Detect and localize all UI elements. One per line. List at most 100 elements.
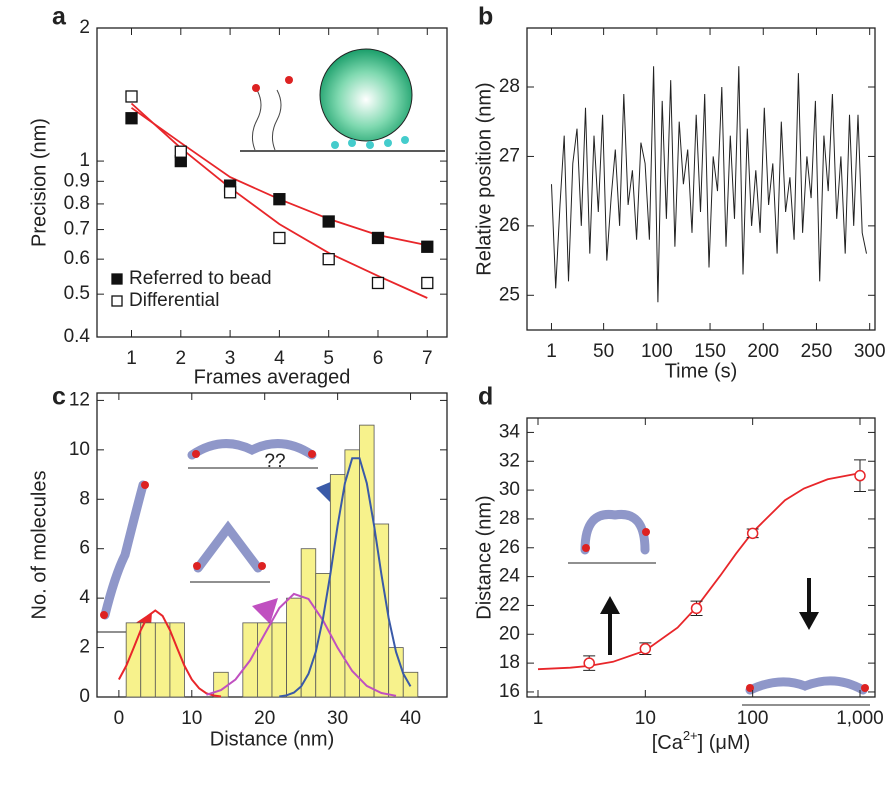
histogram-bar <box>140 622 156 698</box>
panel-label: d <box>478 383 493 411</box>
x-tick-label: 1 <box>533 708 544 729</box>
data-point <box>273 231 286 245</box>
y-tick-label: 0.5 <box>64 283 90 304</box>
histogram-bar <box>271 622 287 698</box>
data-point <box>746 527 759 540</box>
x-tick-label: 1 <box>126 348 137 369</box>
panel-label: b <box>478 3 493 31</box>
y-tick-label: 32 <box>499 450 520 471</box>
y-tick-label: 26 <box>499 215 520 236</box>
x-tick-label: 2 <box>176 348 187 369</box>
y-tick-label: 0.8 <box>64 193 90 214</box>
histogram-bar <box>213 671 229 698</box>
legend-label: Referred to bead <box>129 268 272 289</box>
x-tick-label: 3 <box>225 348 236 369</box>
y-tick-label: 28 <box>499 76 520 97</box>
x-tick-label: 4 <box>274 348 285 369</box>
panel-label: c <box>52 383 66 411</box>
x-axis-label: Distance (nm) <box>210 728 334 750</box>
y-tick-label: 24 <box>499 566 521 587</box>
y-tick-label: 10 <box>69 439 90 460</box>
x-tick-label: 20 <box>254 708 275 729</box>
fit-curve <box>279 457 412 698</box>
y-tick-label: 34 <box>499 421 521 442</box>
x-axis-label: Time (s) <box>665 360 738 382</box>
x-axis-label-part: 2+ <box>683 728 698 743</box>
histogram-bar <box>286 597 302 698</box>
y-tick-label: 28 <box>499 508 520 529</box>
y-tick-label: 12 <box>69 389 90 410</box>
y-axis-label: Distance (nm) <box>473 495 495 619</box>
x-tick-label: 50 <box>593 341 614 362</box>
data-point <box>223 186 237 199</box>
bead-cartoon <box>240 48 445 152</box>
y-tick-label: 22 <box>499 594 520 615</box>
data-point <box>322 215 335 228</box>
y-tick-label: 1 <box>79 150 90 171</box>
data-point <box>421 240 434 253</box>
y-axis-label: Relative position (nm) <box>473 82 495 275</box>
data-point <box>583 657 595 669</box>
x-tick-label: 10 <box>181 708 202 729</box>
x-tick-label: 5 <box>323 348 334 369</box>
y-axis-label: No. of molecules <box>28 471 50 620</box>
annotation: ?? <box>264 451 285 472</box>
data-point <box>125 112 138 125</box>
x-tick-label: 1 <box>546 341 557 362</box>
histogram-bar <box>344 449 360 698</box>
data-point <box>639 642 652 655</box>
histogram-bar <box>373 523 390 698</box>
x-tick-label: 7 <box>422 348 433 369</box>
y-tick-label: 0.6 <box>64 248 90 269</box>
plot-frame <box>526 417 876 698</box>
data-point <box>125 90 138 103</box>
y-tick-label: 0.9 <box>64 170 90 191</box>
y-tick-label: 8 <box>79 488 90 509</box>
x-tick-label: 6 <box>373 348 384 369</box>
y-tick-label: 2 <box>79 637 90 658</box>
data-point <box>371 276 385 290</box>
y-tick-label: 16 <box>499 681 520 702</box>
data-point <box>854 469 866 482</box>
data-point <box>322 253 335 266</box>
x-tick-label: 30 <box>327 708 348 729</box>
molecule-cartoons <box>568 509 870 706</box>
y-tick-label: 0.7 <box>64 219 90 240</box>
x-axis-label: Frames averaged <box>194 366 351 388</box>
data-point <box>273 193 286 206</box>
y-tick-label: 27 <box>499 145 520 166</box>
x-tick-label: 0 <box>114 708 125 729</box>
y-tick-label: 0.4 <box>64 326 91 347</box>
x-tick-label: 10 <box>635 708 656 729</box>
legend-marker <box>111 273 123 285</box>
x-tick-label: 150 <box>694 341 726 362</box>
panel-label: a <box>52 3 67 31</box>
fit-curve <box>118 609 222 698</box>
legend-marker <box>111 295 123 307</box>
y-tick-label: 25 <box>499 284 520 305</box>
data-point <box>371 231 385 245</box>
histogram-bar <box>388 647 404 698</box>
y-axis-label: Precision (nm) <box>28 118 50 247</box>
plot-frame <box>96 27 448 338</box>
data-point <box>421 276 434 290</box>
plot-frame <box>526 27 876 331</box>
histogram-bar <box>154 622 171 698</box>
y-tick-label: 18 <box>499 652 520 673</box>
y-tick-label: 6 <box>79 538 90 559</box>
x-tick-label: 250 <box>801 341 833 362</box>
x-tick-label: 100 <box>737 708 769 729</box>
legend-label: Differential <box>129 290 219 311</box>
y-tick-label: 30 <box>499 479 520 500</box>
x-tick-label: 100 <box>641 341 673 362</box>
fit-curve <box>206 592 397 697</box>
x-tick-label: 40 <box>400 708 421 729</box>
y-tick-label: 4 <box>79 587 90 608</box>
y-tick-label: 2 <box>79 17 90 38</box>
data-point <box>174 145 187 158</box>
y-tick-label: 20 <box>499 623 520 644</box>
x-tick-label: 1,000 <box>836 708 884 729</box>
data-line <box>551 66 867 303</box>
x-axis-label-part: ] (μM) <box>698 732 751 754</box>
